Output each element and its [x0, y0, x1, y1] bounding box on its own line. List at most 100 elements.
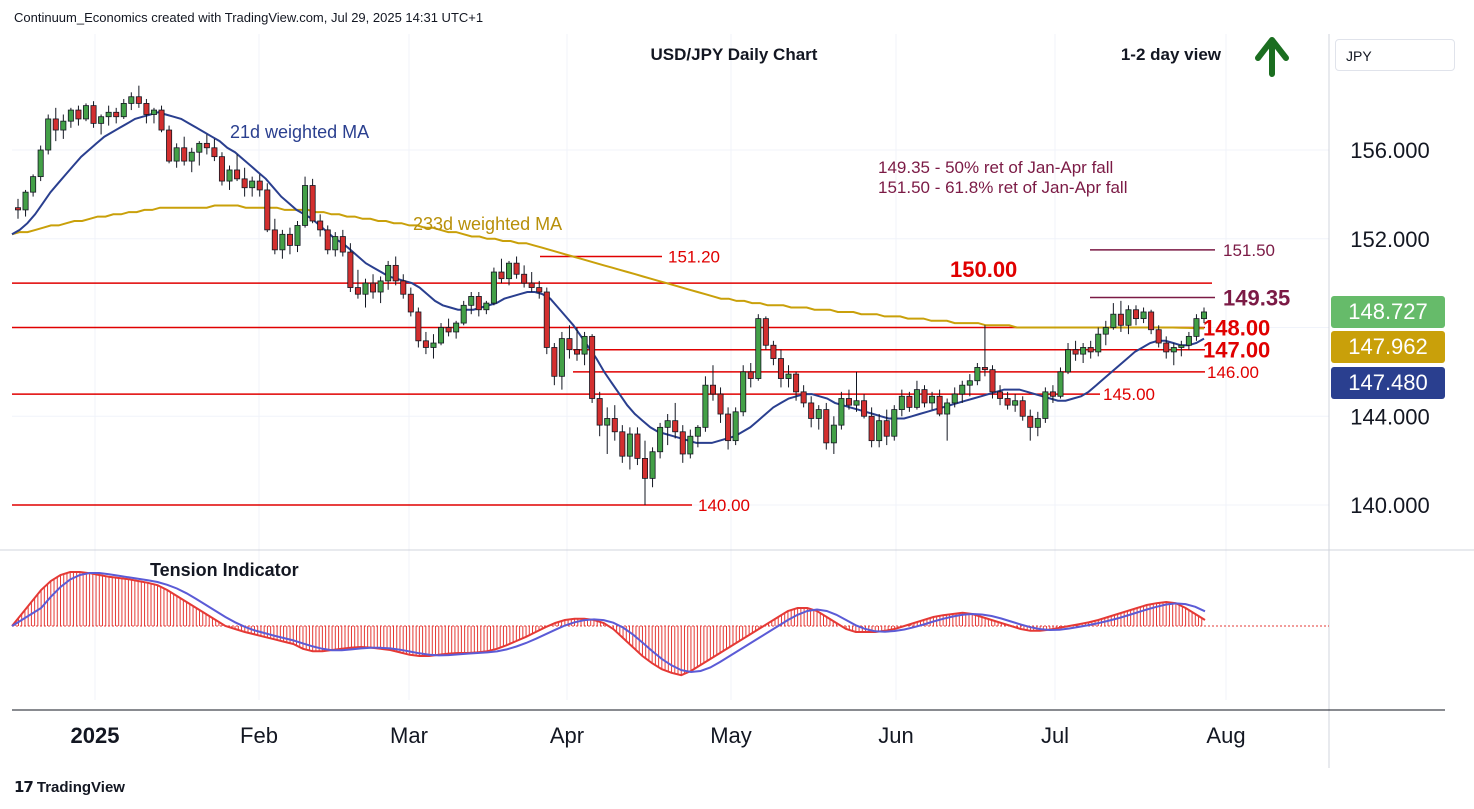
- candle-body-down: [1004, 398, 1011, 406]
- candle-body-down: [679, 431, 686, 455]
- x-tick-label: Feb: [240, 723, 278, 748]
- candle-body-down: [218, 156, 225, 182]
- candle-body-up: [460, 304, 467, 324]
- candle: [90, 101, 97, 128]
- candle-body-up: [1140, 311, 1147, 320]
- candle-body-down: [264, 189, 271, 231]
- candle: [883, 409, 890, 446]
- candle: [777, 349, 784, 388]
- candle: [135, 85, 142, 108]
- candle-body-down: [777, 358, 784, 379]
- candle: [694, 425, 701, 448]
- candle-body-down: [1133, 309, 1140, 320]
- x-tick-label: Jun: [878, 723, 913, 748]
- candle-body-up: [838, 398, 845, 426]
- candle-body-up: [67, 109, 74, 122]
- candle-body-up: [279, 233, 286, 251]
- candle-body-up: [929, 395, 936, 404]
- candle: [324, 225, 331, 255]
- candle: [271, 218, 278, 255]
- ma21-price-tag: 147.480: [1331, 367, 1445, 399]
- chart-title: USD/JPY Daily Chart: [651, 45, 818, 64]
- x-tick-label: Jul: [1041, 723, 1069, 748]
- candle: [936, 389, 943, 417]
- level-label-147-00: 147.00: [1203, 338, 1270, 363]
- candle: [1155, 325, 1162, 348]
- candle-body-up: [468, 296, 475, 306]
- level-label-151-20: 151.20: [668, 248, 720, 267]
- ma233-label: 233d weighted MA: [413, 214, 562, 234]
- candle-body-down: [324, 229, 331, 251]
- candle-body-down: [339, 236, 346, 253]
- candle-body-down: [762, 318, 769, 346]
- candle-body-up: [82, 105, 89, 120]
- level-label-151-50: 151.50: [1223, 241, 1275, 260]
- candle-body-up: [626, 433, 633, 457]
- candle-body-down: [475, 296, 482, 311]
- candle: [808, 396, 815, 428]
- candle: [506, 260, 513, 286]
- header-credit: Continuum_Economics created with Trading…: [14, 10, 484, 25]
- level-label-150-00: 150.00: [950, 257, 1017, 282]
- candle: [906, 391, 913, 412]
- grid-layer: [0, 34, 1474, 768]
- candle: [1080, 343, 1087, 363]
- candle: [558, 331, 565, 390]
- ma21-label: 21d weighted MA: [230, 122, 369, 142]
- candle-body-up: [30, 176, 37, 193]
- candle: [1193, 314, 1200, 341]
- y-tick-label: 152.000: [1350, 227, 1430, 252]
- candle: [732, 407, 739, 446]
- candle: [98, 114, 105, 135]
- candle: [641, 440, 648, 505]
- candle: [37, 145, 44, 182]
- candle: [702, 376, 709, 432]
- candle-body-up: [649, 451, 656, 479]
- candle-body-down: [868, 415, 875, 442]
- candle-body-up: [22, 191, 29, 211]
- x-tick-label: Apr: [550, 723, 584, 748]
- candle: [521, 265, 528, 288]
- candle-body-down: [551, 347, 558, 377]
- candle: [196, 141, 203, 166]
- candle-body-up: [294, 225, 301, 246]
- candle: [1133, 305, 1140, 326]
- candle: [1117, 300, 1124, 332]
- candle: [1042, 387, 1049, 423]
- candle-body-up: [302, 185, 309, 226]
- tradingview-logo[interactable]: 𝟭𝟳 TradingView: [14, 779, 125, 796]
- candle: [1185, 331, 1192, 350]
- candle: [256, 174, 263, 197]
- candle-body-up: [332, 236, 339, 251]
- candle: [1019, 396, 1026, 421]
- candle-body-up: [1095, 333, 1102, 353]
- candle: [626, 427, 633, 470]
- candle: [14, 198, 21, 219]
- candle-body-up: [1057, 371, 1064, 397]
- candle-body-up: [506, 262, 513, 280]
- candle-body-up: [581, 335, 588, 355]
- candle-body-down: [75, 109, 82, 120]
- candle-body-down: [90, 105, 97, 124]
- tension-indicator: [11, 571, 1329, 677]
- tension-fast-line: [11, 571, 1206, 677]
- candle: [845, 389, 852, 410]
- candle-body-up: [1065, 349, 1072, 373]
- candle-body-down: [936, 395, 943, 415]
- candle-body-down: [234, 169, 241, 180]
- candle: [113, 107, 120, 124]
- candle-body-down: [286, 233, 293, 246]
- candle-body-down: [596, 398, 603, 426]
- candle-body-down: [528, 282, 535, 288]
- candle: [974, 363, 981, 386]
- candle: [913, 380, 920, 410]
- currency-selector[interactable]: JPY: [1335, 39, 1455, 71]
- candle-body-down: [611, 418, 618, 433]
- candle-body-down: [543, 291, 550, 348]
- candle-body-up: [1102, 327, 1109, 335]
- candle: [898, 389, 905, 417]
- candle: [218, 152, 225, 186]
- candle: [868, 407, 875, 448]
- candle: [226, 165, 233, 190]
